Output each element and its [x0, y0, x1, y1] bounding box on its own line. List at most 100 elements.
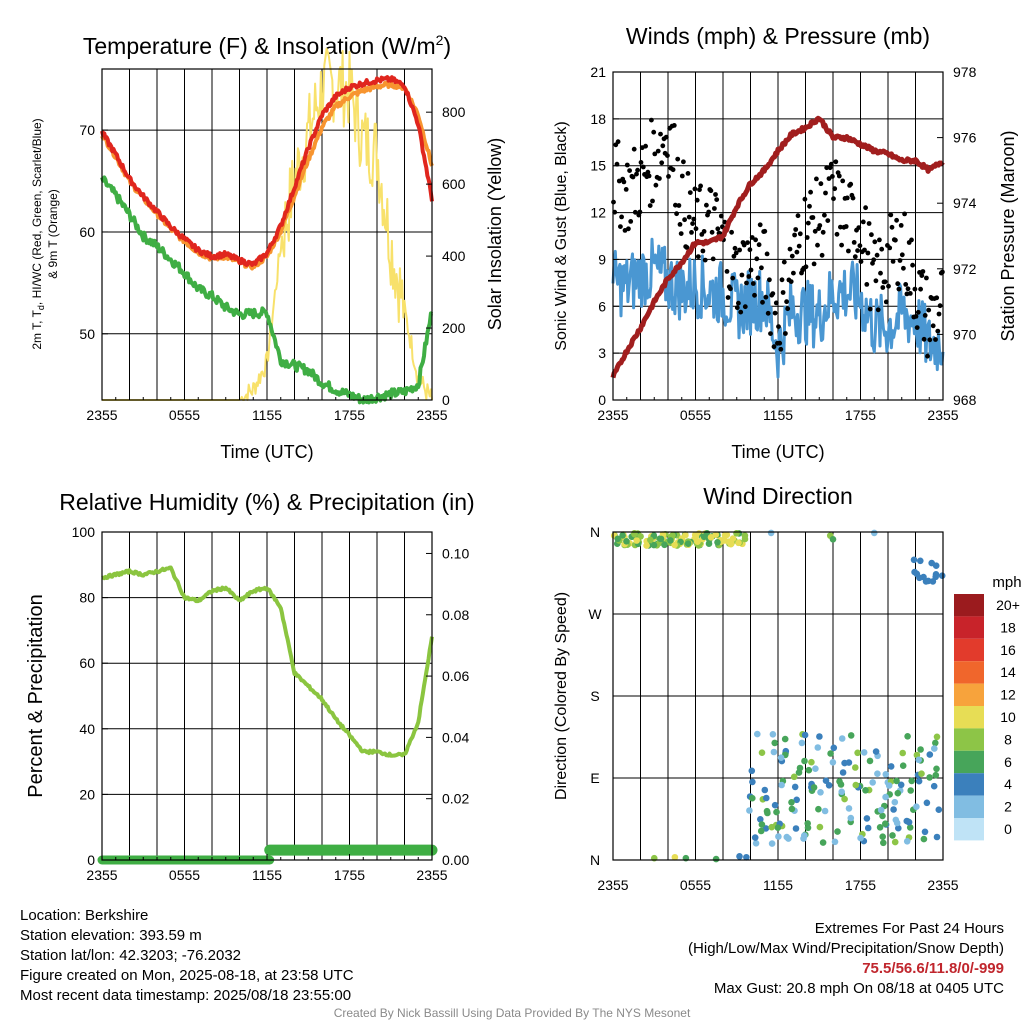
gust-point — [894, 217, 899, 223]
gust-point — [818, 181, 824, 187]
direction-point — [880, 839, 887, 847]
direction-point — [903, 838, 911, 845]
gust-point — [776, 324, 781, 329]
gust-point — [914, 325, 920, 330]
gust-point — [834, 231, 840, 237]
gust-point — [855, 248, 860, 254]
gust-point — [712, 206, 717, 211]
gust-point — [624, 162, 630, 168]
direction-point — [778, 781, 785, 789]
rh-axes: 2355 0555 1155 1755 23550204060801000.000.02… — [72, 524, 470, 883]
gust-point — [768, 331, 773, 336]
x-tick-label: 1155 — [763, 877, 793, 893]
direction-point — [657, 535, 665, 543]
gust-point — [780, 290, 786, 295]
gust-point — [744, 280, 749, 286]
gust-point — [831, 196, 836, 202]
gust-point — [695, 254, 701, 259]
y-tick-label: 9 — [598, 251, 606, 267]
gust-point — [777, 340, 783, 346]
gust-point — [728, 286, 733, 292]
gust-point — [738, 309, 744, 315]
rh-title: Relative Humidity (%) & Precipitation (i… — [59, 489, 474, 515]
gust-point — [843, 224, 849, 229]
direction-point — [801, 832, 808, 839]
y-tick-label: S — [590, 688, 599, 704]
direction-point — [831, 838, 839, 846]
gust-point — [767, 277, 772, 283]
gust-point — [765, 310, 771, 316]
direction-point — [735, 539, 742, 547]
colorbar-swatch — [954, 773, 984, 796]
direction-point — [829, 535, 837, 543]
wind-ylabel-right: Station Pressure (Maroon) — [998, 130, 1018, 341]
direction-point — [793, 796, 800, 804]
y-right-tick-label: 400 — [442, 248, 466, 264]
colorbar-swatch — [954, 750, 984, 774]
gust-point — [651, 129, 657, 135]
gust-point — [832, 186, 838, 192]
direction-point — [773, 808, 780, 816]
colorbar-swatch — [954, 683, 984, 706]
extremes-subtitle: (High/Low/Max Wind/Precipitation/Snow De… — [688, 940, 1004, 957]
colorbar-label: 14 — [1000, 664, 1016, 680]
y-tick-label: 40 — [79, 721, 95, 737]
gust-point — [678, 231, 684, 237]
gust-point — [646, 173, 652, 179]
dir-series — [610, 529, 946, 863]
direction-point — [795, 769, 803, 776]
temp-ylabel-right: Solar Insolation (Yellow) — [485, 138, 505, 330]
wind-series — [610, 115, 945, 379]
direction-point — [814, 744, 822, 751]
x-tick-label: 0555 — [680, 877, 711, 893]
gust-point — [802, 196, 808, 202]
y-tick-label: 0 — [87, 852, 95, 868]
x-tick-label: 0555 — [169, 867, 200, 883]
direction-point — [792, 825, 800, 832]
y-tick-label: 80 — [79, 590, 95, 606]
gust-point — [903, 282, 909, 287]
direction-point — [889, 832, 896, 839]
direction-point — [874, 770, 881, 777]
gust-point — [897, 258, 903, 263]
gust-point — [875, 307, 881, 313]
gust-point — [890, 259, 896, 264]
gust-point — [927, 337, 933, 343]
x-tick-label: 2355 — [416, 407, 447, 423]
direction-point — [746, 807, 753, 814]
gust-point — [785, 306, 791, 312]
gust-point — [921, 336, 927, 342]
gust-point — [824, 165, 830, 171]
temp-title: Temperature (F) & Insolation (W/m2) — [83, 32, 451, 59]
gust-point — [878, 270, 883, 276]
direction-point — [614, 535, 621, 543]
direction-point — [712, 855, 720, 863]
x-tick-label: 2355 — [416, 867, 447, 883]
gust-point — [901, 265, 906, 271]
gust-point — [729, 229, 734, 235]
direction-point — [671, 853, 679, 861]
extremes-title: Extremes For Past 24 Hours — [814, 920, 1004, 937]
gust-point — [872, 239, 878, 245]
direction-point — [879, 833, 886, 840]
direction-point — [819, 839, 827, 846]
gust-point — [805, 220, 811, 226]
gust-point — [788, 279, 794, 284]
gust-point — [689, 230, 694, 235]
station-latlon: Station lat/lon: 42.3203; -76.2032 — [20, 947, 242, 964]
gust-point — [745, 240, 750, 246]
temp-xlabel: Time (UTC) — [220, 442, 313, 462]
direction-point — [812, 765, 819, 772]
direction-point — [647, 536, 654, 544]
gust-point — [655, 148, 661, 154]
gust-point — [657, 176, 662, 181]
gust-point — [886, 283, 891, 289]
gust-point — [858, 259, 864, 264]
temperature-panel: Temperature (F) & Insolation (W/m2) 2355… — [30, 32, 505, 462]
gust-point — [650, 198, 655, 204]
wind-panel: Winds (mph) & Pressure (mb) 2355 0555 1155… — [553, 23, 1018, 462]
x-tick-label: 1755 — [845, 407, 876, 423]
y-tick-label: 12 — [590, 205, 606, 221]
gust-point — [755, 275, 761, 281]
figure-created: Figure created on Mon, 2025-08-18, at 23… — [20, 967, 354, 984]
